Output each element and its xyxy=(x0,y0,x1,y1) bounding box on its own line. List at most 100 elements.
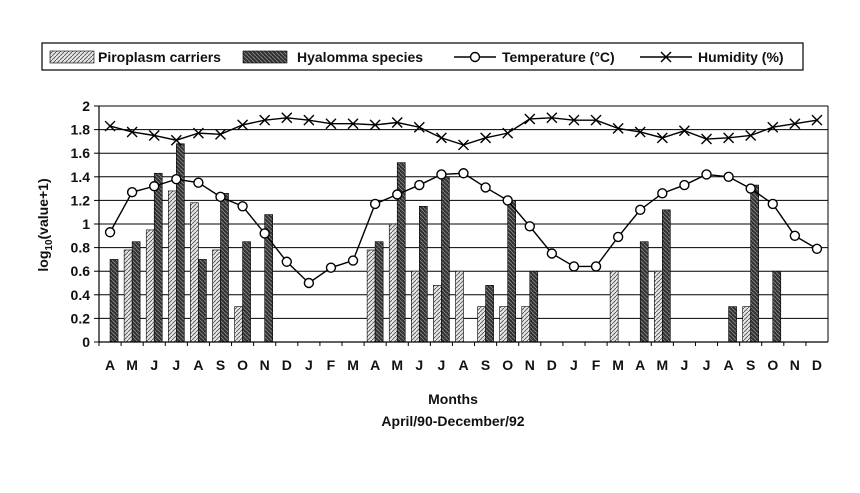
humidity-point xyxy=(745,130,757,141)
temperature-point xyxy=(392,189,403,200)
humidity-marker-stroke xyxy=(237,119,249,131)
temperature-point xyxy=(259,228,270,239)
temperature-point xyxy=(325,262,337,273)
humidity-point xyxy=(656,132,668,144)
piroplasm-bar xyxy=(477,306,486,343)
y-tick-label: 1.8 xyxy=(71,122,91,138)
humidity-point xyxy=(303,114,315,126)
piroplasm-bar xyxy=(455,270,464,343)
humidity-marker-stroke xyxy=(678,125,690,137)
humidity-marker-stroke xyxy=(170,134,182,146)
humidity-line xyxy=(109,117,818,146)
humidity-marker-stroke xyxy=(391,117,403,129)
legend-item: Temperature (°C) xyxy=(454,49,615,65)
humidity-point xyxy=(148,130,160,141)
humidity-marker-stroke xyxy=(458,139,469,151)
x-tick-label: J xyxy=(150,357,158,373)
humidity-marker-stroke xyxy=(303,114,315,126)
humidity-point xyxy=(767,121,779,133)
humidity-marker-stroke xyxy=(347,118,359,130)
y-tick-label: 1 xyxy=(82,216,90,232)
legend: Piroplasm carriers Hyalomma species Temper… xyxy=(41,42,804,71)
humidity-point xyxy=(568,114,580,126)
hyalomma-bar xyxy=(374,241,384,343)
x-tick-label: S xyxy=(746,357,755,373)
humidity-point xyxy=(259,114,271,126)
humidity-point xyxy=(480,132,492,144)
x-tick-label: O xyxy=(237,357,248,373)
hyalomma-bar xyxy=(220,193,229,343)
humidity-point xyxy=(325,118,337,130)
temperature-point xyxy=(215,191,226,203)
humidity-marker-stroke xyxy=(723,132,735,144)
humidity-point xyxy=(104,120,116,132)
legend-swatch-hyalomma xyxy=(242,50,288,64)
humidity-point xyxy=(281,112,293,124)
humidity-point xyxy=(391,117,403,129)
temperature-point xyxy=(480,182,491,193)
temperature-point xyxy=(568,261,580,272)
temperature-point xyxy=(171,173,182,185)
legend-swatch-piroplasm xyxy=(49,50,95,64)
humidity-point xyxy=(237,119,249,131)
x-tick-label: S xyxy=(481,357,490,373)
lines xyxy=(104,112,823,289)
x-axis-subtitle: April/90-December/92 xyxy=(381,413,524,429)
temperature-point xyxy=(414,179,425,191)
legend-label: Humidity (%) xyxy=(698,49,784,65)
humidity-point xyxy=(546,112,558,124)
hyalomma-bar xyxy=(529,270,539,343)
piroplasm-bar xyxy=(123,249,133,343)
humidity-point xyxy=(678,125,690,137)
humidity-marker-stroke xyxy=(789,118,801,130)
humidity-point xyxy=(369,119,381,131)
x-tick-label: J xyxy=(172,357,180,373)
legend-item: Humidity (%) xyxy=(640,49,784,65)
piroplasm-bar xyxy=(168,190,177,343)
hyalomma-bar xyxy=(176,143,185,343)
humidity-marker-stroke xyxy=(590,114,602,126)
humidity-point xyxy=(215,128,226,140)
humidity-point xyxy=(634,126,646,138)
humidity-point xyxy=(413,121,425,133)
temperature-point xyxy=(701,169,712,180)
piroplasm-bar xyxy=(609,270,619,343)
piroplasm-bar xyxy=(433,285,442,343)
humidity-marker-stroke xyxy=(126,126,138,138)
y-tick-label: 0.4 xyxy=(71,287,91,303)
hyalomma-bar xyxy=(772,270,782,343)
y-tick-label: 1.4 xyxy=(71,169,91,185)
humidity-marker-stroke xyxy=(811,114,823,126)
hyalomma-bar xyxy=(662,209,671,343)
hyalomma-bar xyxy=(750,184,759,343)
piroplasm-bar xyxy=(654,270,663,343)
x-tick-label: F xyxy=(592,357,601,373)
humidity-marker-stroke xyxy=(524,113,536,125)
humidity-marker-stroke xyxy=(546,112,558,124)
legend-item: Hyalomma species xyxy=(242,49,423,65)
x-axis-title: Months xyxy=(428,391,478,407)
hyalomma-bar xyxy=(153,172,163,343)
temperature-point xyxy=(347,255,359,266)
temperature-point xyxy=(590,261,602,272)
temperature-point xyxy=(723,171,734,183)
temperature-point xyxy=(237,201,248,212)
humidity-marker-stroke xyxy=(701,133,712,145)
legend-x-marker xyxy=(660,51,672,63)
temperature-point xyxy=(436,169,447,180)
hyalomma-bar xyxy=(507,200,516,343)
x-tick-label: M xyxy=(656,357,668,373)
temperature-point xyxy=(767,198,778,210)
temperature-point xyxy=(789,230,801,242)
humidity-marker-stroke xyxy=(104,120,116,132)
hyalomma-bar xyxy=(131,241,141,343)
humidity-marker-stroke xyxy=(745,130,757,141)
y-tick-label: 0 xyxy=(82,334,90,350)
legend-label: Hyalomma species xyxy=(297,49,423,65)
humidity-point xyxy=(701,133,712,145)
temperature-point xyxy=(303,277,315,289)
x-tick-label: A xyxy=(193,357,203,373)
temperature-point xyxy=(104,227,116,238)
temperature-point xyxy=(369,198,381,210)
x-tick-label: M xyxy=(391,357,403,373)
